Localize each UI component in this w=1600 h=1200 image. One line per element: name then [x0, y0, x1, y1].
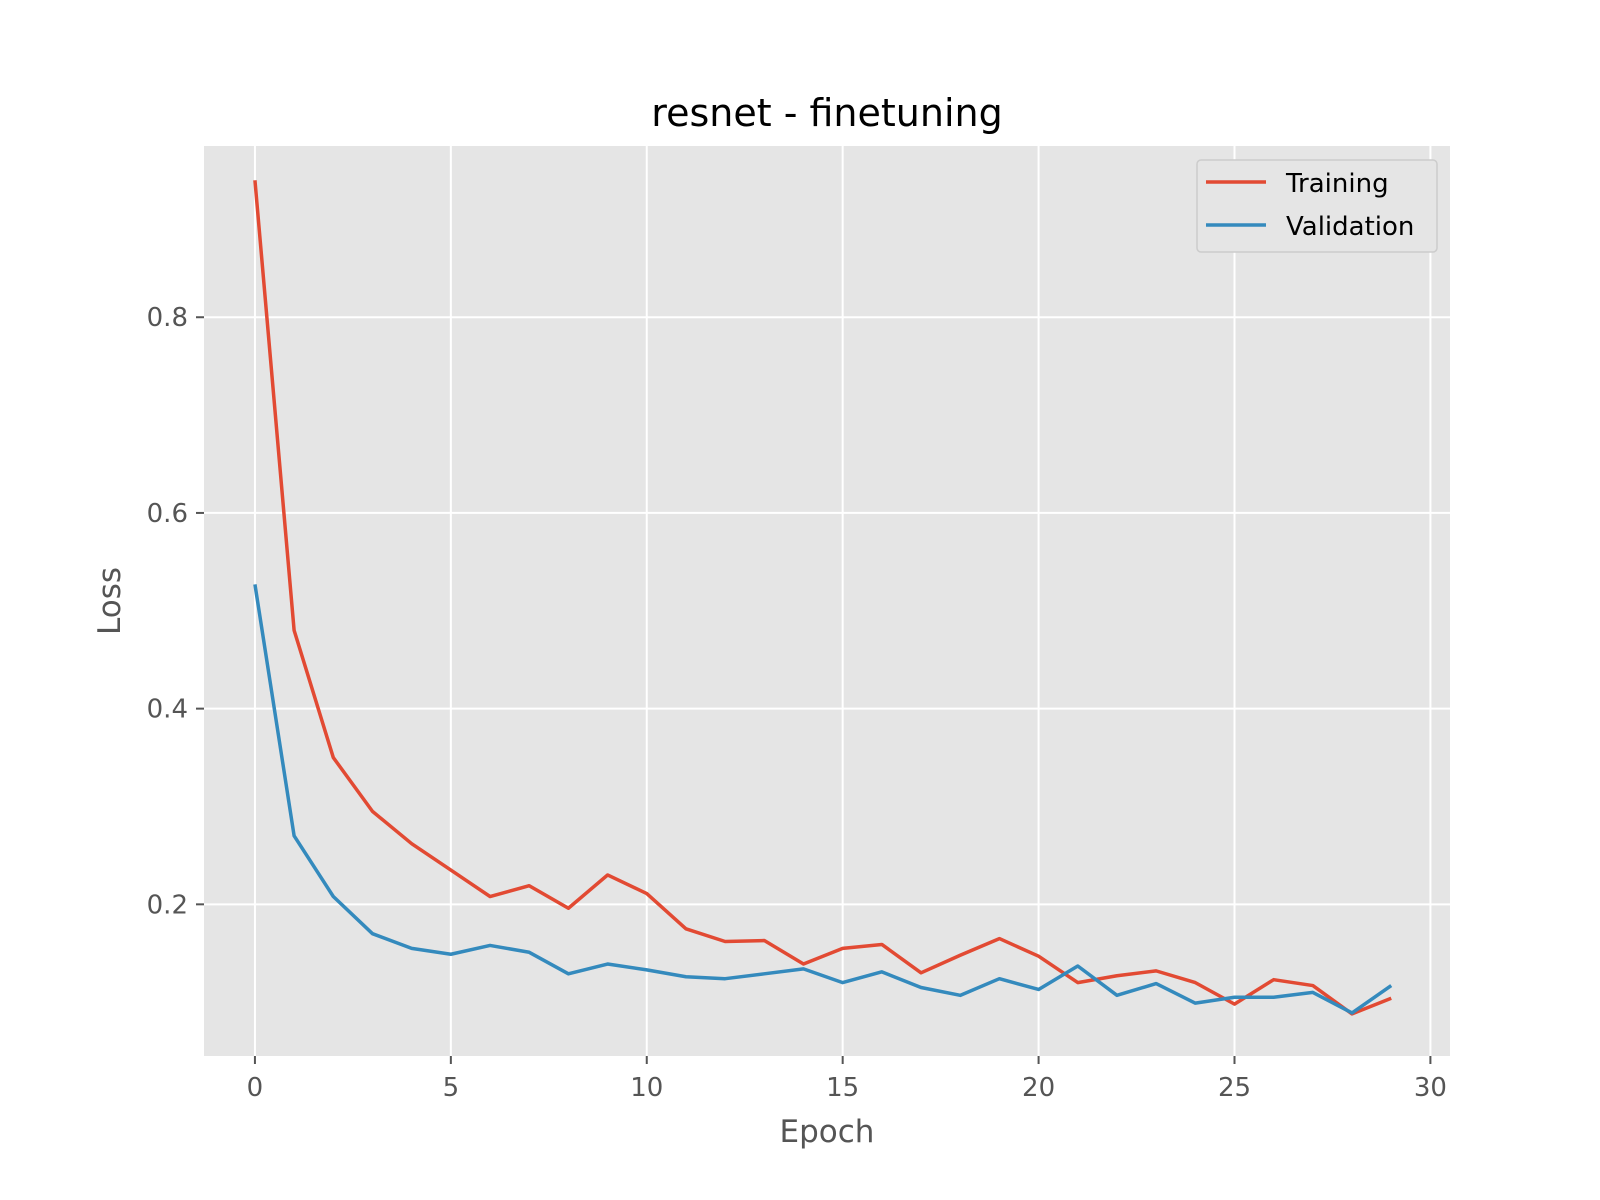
x-tick-label: 30	[1414, 1073, 1447, 1103]
y-tick-label: 0.6	[147, 499, 188, 529]
plot-area	[204, 146, 1450, 1056]
x-tick-label: 20	[1022, 1073, 1055, 1103]
legend-label-training: Training	[1285, 169, 1389, 199]
x-tick-label: 25	[1218, 1073, 1251, 1103]
legend-label-validation: Validation	[1286, 212, 1414, 242]
series-line-validation	[253, 584, 1393, 1015]
y-axis-label: Loss	[92, 567, 128, 635]
legend: Training Validation	[1196, 159, 1438, 253]
x-tick-label: 5	[443, 1073, 460, 1103]
ticks: 0 5 10 15 20 25 30 0.2 0.4 0.6 0.8	[147, 303, 1447, 1103]
chart-title: resnet - finetuning	[651, 91, 1002, 135]
series-lines	[253, 180, 1393, 1016]
y-tick-label: 0.4	[147, 695, 188, 725]
y-tick-label: 0.8	[147, 303, 188, 333]
y-tick-label: 0.2	[147, 890, 188, 920]
x-tick-label: 15	[826, 1073, 859, 1103]
x-tick-label: 10	[630, 1073, 663, 1103]
x-axis-label: Epoch	[780, 1114, 875, 1150]
grid	[204, 146, 1450, 1056]
series-line-training	[253, 180, 1392, 1016]
x-tick-label: 0	[247, 1073, 264, 1103]
